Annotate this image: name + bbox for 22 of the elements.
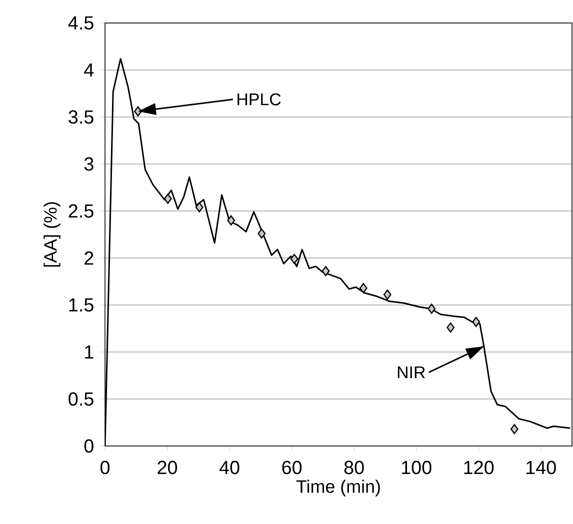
x-tick-label: 140 bbox=[526, 460, 556, 474]
x-tick-label: 0 bbox=[100, 460, 110, 474]
annotation: HPLC bbox=[238, 93, 281, 106]
y-tick-label: 4.5 bbox=[68, 16, 94, 30]
y-tick-label: 3.5 bbox=[68, 110, 94, 124]
y-tick-label: 0.5 bbox=[68, 392, 94, 406]
x-tick-label: 80 bbox=[344, 460, 364, 474]
x-tick-label: 120 bbox=[464, 460, 494, 474]
y-axis-title: [AA] (%) bbox=[44, 202, 60, 267]
y-tick-label: 0 bbox=[84, 439, 94, 453]
y-tick-label: 2 bbox=[84, 251, 94, 265]
x-axis-title: Time (min) bbox=[296, 480, 380, 496]
annotation: NIR bbox=[398, 366, 425, 378]
x-tick-label: 100 bbox=[402, 460, 432, 474]
x-tick-label: 40 bbox=[219, 460, 240, 474]
x-tick-label: 20 bbox=[158, 460, 178, 474]
y-tick-label: 3 bbox=[84, 157, 94, 171]
x-tick-label: 60 bbox=[282, 460, 302, 474]
y-tick-label: 4 bbox=[84, 63, 94, 76]
y-tick-label: 2.5 bbox=[68, 204, 94, 218]
y-tick-label: 1.5 bbox=[69, 298, 94, 312]
y-tick-label: 1 bbox=[85, 345, 94, 358]
